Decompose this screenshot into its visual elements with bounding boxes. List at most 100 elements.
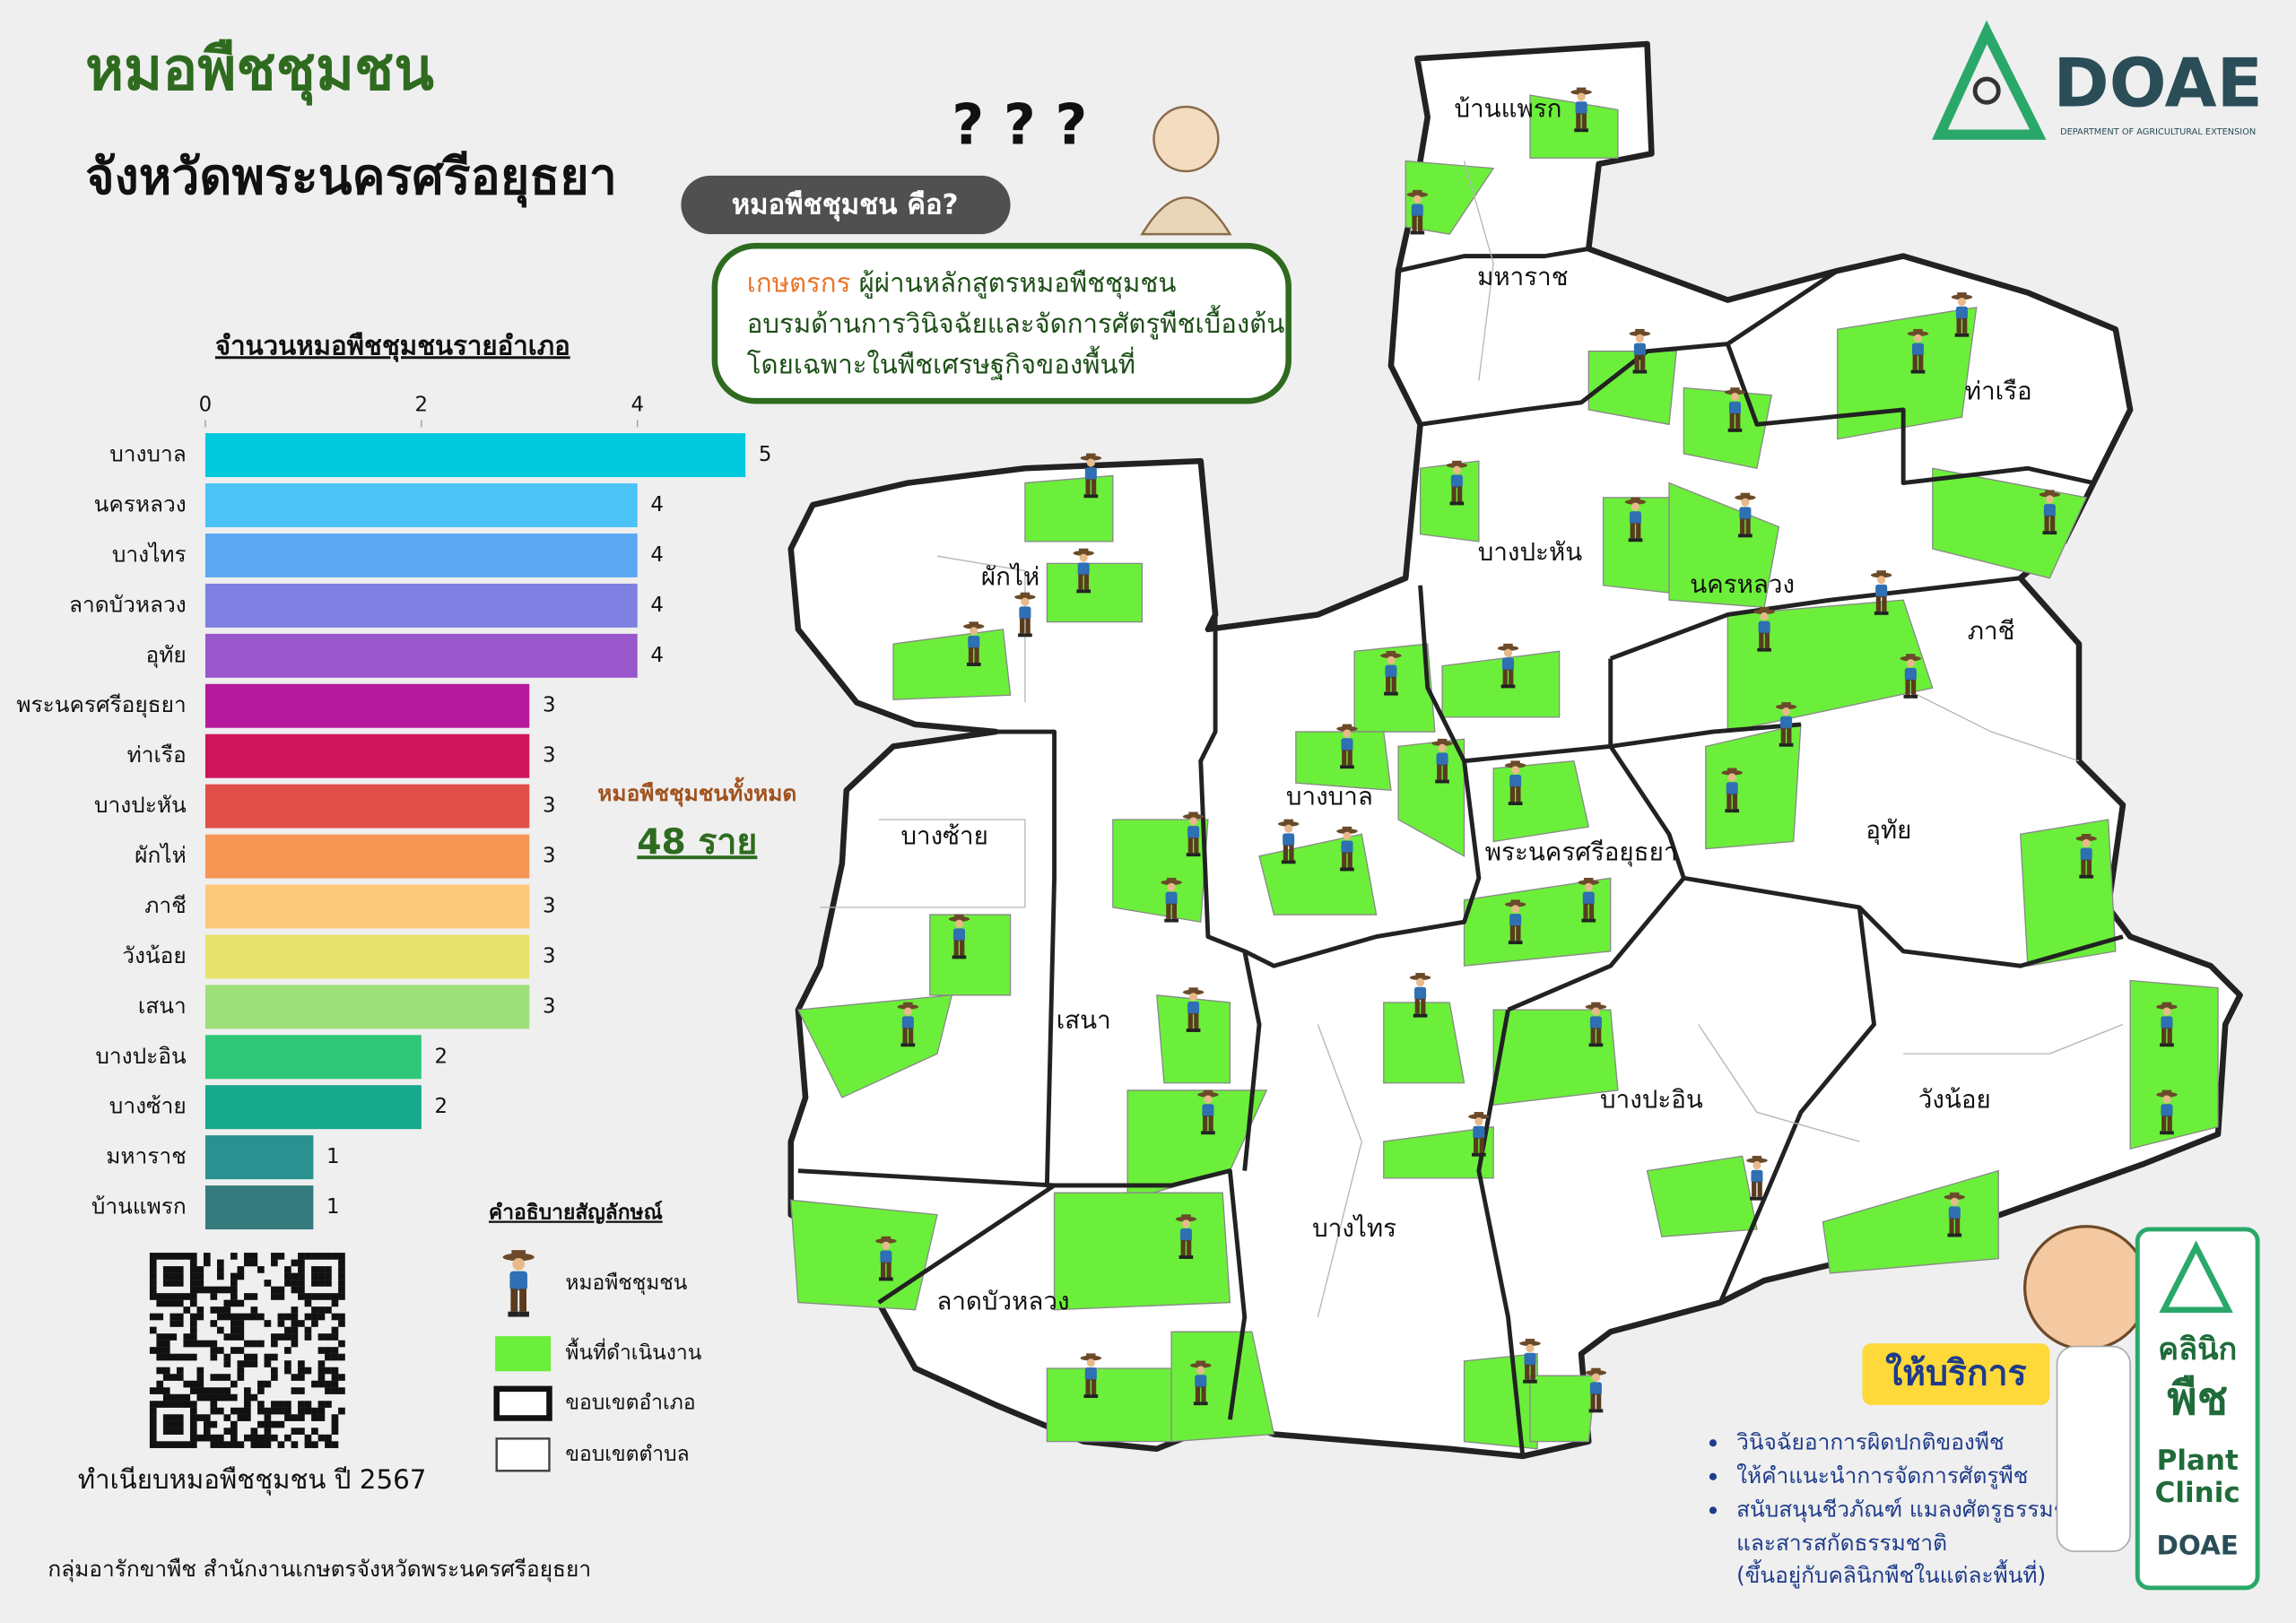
qr-code	[149, 1253, 345, 1448]
qr-module	[257, 1441, 265, 1448]
shape	[936, 555, 1026, 703]
bar	[204, 985, 530, 1029]
qr-module	[149, 1293, 157, 1300]
bar	[204, 784, 530, 829]
value-label: 4	[650, 543, 664, 567]
shape	[681, 175, 1011, 235]
clinic-logo	[1932, 20, 2047, 140]
shape	[1705, 724, 1802, 850]
qr-module	[162, 1280, 170, 1287]
bar	[204, 683, 530, 728]
qr-module	[189, 1286, 197, 1294]
qr-module	[244, 1253, 251, 1260]
qr-module	[291, 1387, 299, 1394]
qr-module	[170, 1272, 178, 1280]
qr-module	[149, 1387, 157, 1394]
qr-module	[216, 1259, 224, 1267]
subdistrict-boundaries	[820, 161, 2124, 1318]
qr-module	[176, 1367, 184, 1375]
value-label: 3	[543, 845, 556, 868]
page-title: หมอพืชชุมชน	[85, 36, 434, 107]
service-item: สนับสนุนชีวภัณฑ์ แมลงศัตรูธรรมชาติ	[1736, 1496, 2095, 1523]
qr-module	[210, 1420, 218, 1428]
qr-module	[250, 1353, 258, 1361]
qr-module	[170, 1320, 178, 1327]
qr-module	[230, 1380, 238, 1388]
qr-module	[149, 1313, 157, 1321]
qr-module	[210, 1434, 218, 1442]
qr-module	[271, 1401, 278, 1408]
qr-module	[325, 1347, 332, 1354]
qr-module	[216, 1286, 224, 1294]
value-label: 1	[326, 1145, 340, 1168]
qr-module	[162, 1333, 170, 1341]
shape	[2135, 1227, 2260, 1591]
qr-module	[244, 1407, 251, 1415]
bullet	[1709, 1506, 1718, 1515]
qr-module	[257, 1420, 265, 1428]
shape	[1419, 460, 1480, 542]
qr-module	[203, 1387, 211, 1394]
qr-module	[264, 1414, 272, 1421]
qr-module	[317, 1347, 326, 1354]
qr-module	[162, 1340, 170, 1348]
shape	[1024, 474, 1114, 542]
district-label: พระนครศรีอยุธยา	[1485, 838, 1678, 868]
qr-module	[183, 1380, 191, 1388]
qr-module	[271, 1374, 278, 1381]
bar	[204, 533, 638, 577]
qr-module	[277, 1320, 285, 1327]
qr-module	[210, 1441, 218, 1448]
qr-module	[317, 1414, 326, 1421]
shape	[1903, 1023, 2124, 1055]
bar	[204, 483, 638, 527]
qr-module	[223, 1374, 231, 1381]
qr-module	[338, 1266, 345, 1273]
qr-module	[183, 1401, 191, 1408]
qr-module	[298, 1387, 305, 1394]
qr-module	[196, 1272, 204, 1280]
district-label: ท่าเรือ	[1965, 376, 2032, 405]
qr-module	[210, 1347, 218, 1354]
qr-module	[244, 1313, 251, 1321]
qr-module	[237, 1333, 245, 1341]
clinic-brand: DOAE	[2157, 1531, 2239, 1561]
shape	[2159, 1240, 2233, 1313]
qr-module	[183, 1441, 191, 1448]
qr-module	[176, 1441, 184, 1448]
qr-module	[189, 1420, 197, 1428]
legend-title: คำอธิบายสัญลักษณ์	[489, 1201, 663, 1225]
district-label: บ้านแพรก	[1455, 93, 1562, 123]
qr-module	[264, 1420, 272, 1428]
qr-module	[162, 1414, 170, 1421]
qr-module	[284, 1313, 291, 1321]
qr-module	[203, 1259, 211, 1267]
category-label: บางปะอิน	[95, 1043, 187, 1069]
qr-module	[170, 1293, 178, 1300]
shape	[1837, 306, 1978, 440]
qr-module	[216, 1393, 224, 1402]
qr-module	[325, 1293, 332, 1300]
qr-module	[183, 1393, 191, 1402]
qr-module	[170, 1401, 178, 1408]
district-label: ลาดบัวหลวง	[936, 1287, 1069, 1316]
qr-module	[325, 1253, 332, 1260]
qr-module	[189, 1407, 197, 1415]
qr-module	[189, 1266, 197, 1273]
qr-module	[196, 1280, 204, 1287]
qr-module	[176, 1428, 184, 1435]
shape	[1383, 1125, 1494, 1179]
qr-module	[223, 1441, 231, 1448]
qr-module	[162, 1387, 170, 1394]
qr-module	[189, 1340, 197, 1348]
qr-module	[162, 1367, 170, 1375]
bar-chart: 0 2 4 บางบาล 5 นครหลวง 4 บางไทร 4 ลาดบัวหลวง 4 อุทั…	[16, 394, 771, 1230]
category-label: พระนครศรีอยุธยา	[16, 691, 186, 718]
qr-module	[237, 1407, 245, 1415]
qr-module	[244, 1387, 251, 1394]
callout-line1-text: ผู้ผ่านหลักสูตรหมอพืชชุมชน	[850, 267, 1176, 299]
district-label: ผักไห่	[981, 562, 1039, 592]
shape	[1698, 1024, 1860, 1142]
qr-module	[156, 1387, 164, 1394]
qr-module	[338, 1353, 345, 1361]
